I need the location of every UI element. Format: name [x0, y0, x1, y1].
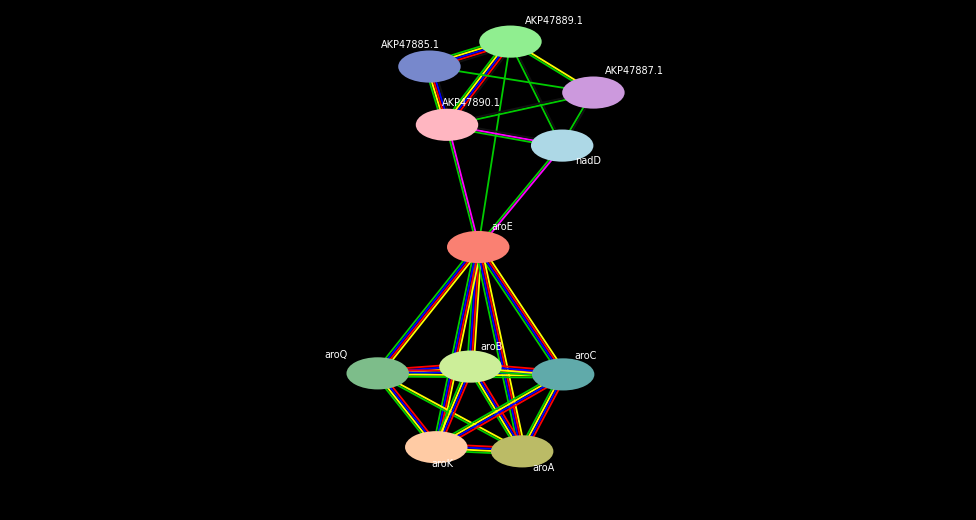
Ellipse shape: [398, 50, 461, 83]
Text: aroA: aroA: [532, 463, 554, 473]
Text: AKP47887.1: AKP47887.1: [605, 66, 664, 76]
Ellipse shape: [416, 109, 478, 141]
Ellipse shape: [532, 358, 594, 391]
Ellipse shape: [447, 231, 509, 263]
Ellipse shape: [346, 357, 409, 389]
Text: aroE: aroE: [491, 223, 512, 232]
Text: aroK: aroK: [431, 459, 454, 469]
Ellipse shape: [479, 25, 542, 58]
Text: AKP47889.1: AKP47889.1: [525, 16, 584, 26]
Ellipse shape: [491, 435, 553, 467]
Text: nadD: nadD: [575, 157, 601, 166]
Text: aroC: aroC: [575, 352, 597, 361]
Text: AKP47885.1: AKP47885.1: [381, 40, 439, 50]
Ellipse shape: [531, 129, 593, 162]
Ellipse shape: [439, 350, 502, 383]
Text: aroB: aroB: [480, 342, 503, 352]
Text: aroQ: aroQ: [324, 350, 347, 360]
Ellipse shape: [562, 76, 625, 109]
Ellipse shape: [405, 431, 468, 463]
Text: AKP47890.1: AKP47890.1: [442, 98, 501, 108]
